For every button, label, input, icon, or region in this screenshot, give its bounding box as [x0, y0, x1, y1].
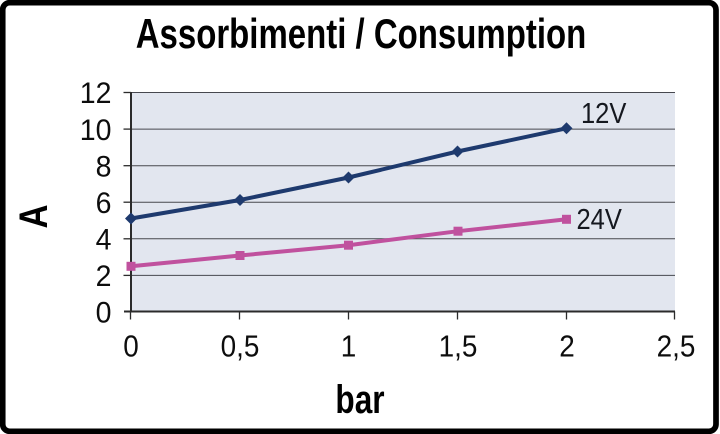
- svg-text:2: 2: [559, 329, 575, 364]
- svg-text:6: 6: [96, 187, 112, 220]
- svg-text:2: 2: [96, 260, 112, 293]
- svg-text:1,5: 1,5: [439, 329, 478, 364]
- svg-text:12V: 12V: [581, 96, 627, 129]
- svg-text:0: 0: [123, 329, 139, 364]
- svg-text:12: 12: [80, 78, 112, 111]
- svg-text:0,5: 0,5: [221, 329, 260, 364]
- svg-text:4: 4: [96, 224, 112, 257]
- svg-text:2,5: 2,5: [657, 329, 696, 364]
- svg-text:10: 10: [80, 114, 112, 147]
- svg-text:8: 8: [96, 151, 112, 184]
- svg-text:0: 0: [96, 297, 112, 330]
- svg-text:bar: bar: [335, 376, 384, 421]
- svg-text:1: 1: [341, 329, 357, 364]
- svg-text:Assorbimenti / Consumption: Assorbimenti / Consumption: [136, 10, 587, 57]
- svg-text:24V: 24V: [577, 202, 623, 235]
- svg-text:A: A: [11, 205, 56, 229]
